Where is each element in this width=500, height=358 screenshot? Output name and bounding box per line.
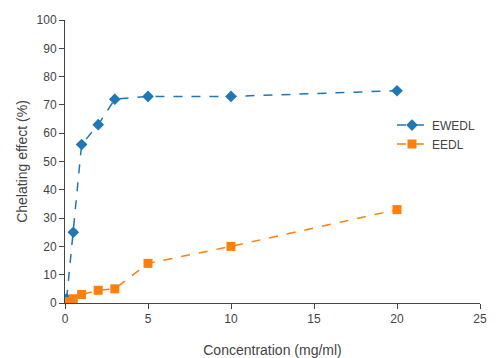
svg-text:100: 100: [37, 13, 57, 27]
svg-text:5: 5: [145, 312, 152, 326]
svg-text:70: 70: [43, 98, 57, 112]
svg-text:25: 25: [473, 312, 487, 326]
svg-text:80: 80: [43, 70, 57, 84]
svg-text:60: 60: [43, 126, 57, 140]
svg-text:Chelating effect (%): Chelating effect (%): [14, 100, 30, 223]
svg-text:EWEDL: EWEDL: [432, 119, 475, 133]
svg-text:20: 20: [390, 312, 404, 326]
svg-text:10: 10: [43, 268, 57, 282]
svg-text:10: 10: [224, 312, 238, 326]
svg-text:EEDL: EEDL: [432, 138, 464, 152]
svg-text:40: 40: [43, 183, 57, 197]
svg-text:30: 30: [43, 211, 57, 225]
svg-text:Concentration (mg/ml): Concentration (mg/ml): [203, 342, 342, 358]
svg-text:20: 20: [43, 240, 57, 254]
svg-text:90: 90: [43, 42, 57, 56]
svg-text:0: 0: [50, 296, 57, 310]
svg-text:15: 15: [307, 312, 321, 326]
svg-text:50: 50: [43, 155, 57, 169]
svg-text:0: 0: [62, 312, 69, 326]
